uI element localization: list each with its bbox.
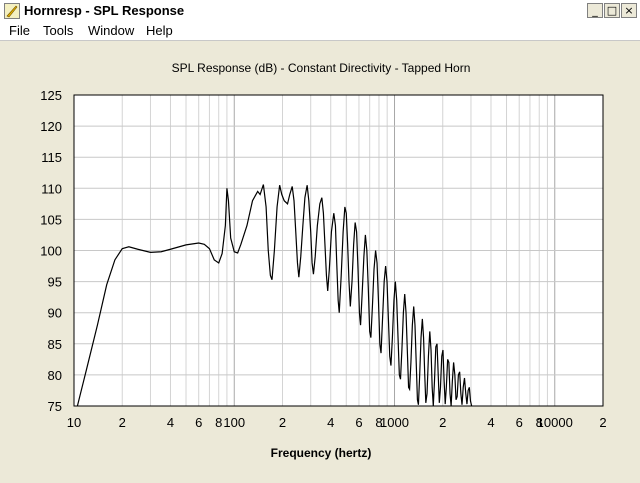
menu-help[interactable]: Help <box>146 23 173 38</box>
x-tick-label: 2 <box>119 415 126 430</box>
x-tick-label: 8 <box>536 415 543 430</box>
y-tick-label: 90 <box>48 306 62 321</box>
spl-curve <box>76 184 473 407</box>
close-button[interactable]: × <box>621 3 637 18</box>
x-tick-label: 10 <box>67 415 81 430</box>
y-tick-label: 95 <box>48 275 62 290</box>
window-title: Hornresp - SPL Response <box>24 3 185 18</box>
menu-window[interactable]: Window <box>88 23 135 38</box>
menu-file[interactable]: File <box>9 23 30 38</box>
hornresp-app-icon <box>4 3 20 19</box>
x-tick-label: 6 <box>355 415 362 430</box>
x-tick-label: 4 <box>167 415 174 430</box>
x-tick-label: 2 <box>599 415 606 430</box>
maximize-button[interactable]: □ <box>604 3 620 18</box>
menu-bar: File Tools Window Help <box>0 22 640 41</box>
x-tick-label: 6 <box>516 415 523 430</box>
menu-tools[interactable]: Tools <box>43 23 74 38</box>
y-tick-label: 80 <box>48 368 62 383</box>
y-axis-ticks: 125 120 115 110 105 100 95 90 85 80 75 <box>40 88 62 414</box>
x-tick-label: 8 <box>375 415 382 430</box>
y-tick-label: 125 <box>40 88 62 103</box>
x-axis-label: Frequency (hertz) <box>271 446 372 460</box>
chart-title: SPL Response (dB) - Constant Directivity… <box>172 61 471 75</box>
y-tick-label: 85 <box>48 337 62 352</box>
grid-lines <box>74 95 603 406</box>
chart-panel: SPL Response (dB) - Constant Directivity… <box>0 41 640 478</box>
y-tick-label: 110 <box>41 181 62 196</box>
x-tick-label: 4 <box>487 415 494 430</box>
x-tick-label: 6 <box>195 415 202 430</box>
title-bar: Hornresp - SPL Response _ □ × <box>0 0 640 23</box>
y-tick-label: 105 <box>40 212 62 227</box>
minimize-button[interactable]: _ <box>587 3 603 18</box>
x-tick-label: 2 <box>439 415 446 430</box>
y-tick-label: 115 <box>41 150 62 165</box>
y-tick-label: 75 <box>48 399 62 414</box>
spl-response-chart: SPL Response (dB) - Constant Directivity… <box>40 61 607 460</box>
x-tick-label: 10000 <box>537 415 573 430</box>
x-tick-label: 2 <box>279 415 286 430</box>
x-tick-label: 4 <box>327 415 334 430</box>
y-tick-label: 100 <box>40 244 62 259</box>
x-tick-label: 1000 <box>380 415 409 430</box>
x-tick-label: 8 <box>215 415 222 430</box>
plot-border <box>73 94 604 407</box>
x-tick-label: 100 <box>223 415 245 430</box>
y-tick-label: 120 <box>40 119 62 134</box>
